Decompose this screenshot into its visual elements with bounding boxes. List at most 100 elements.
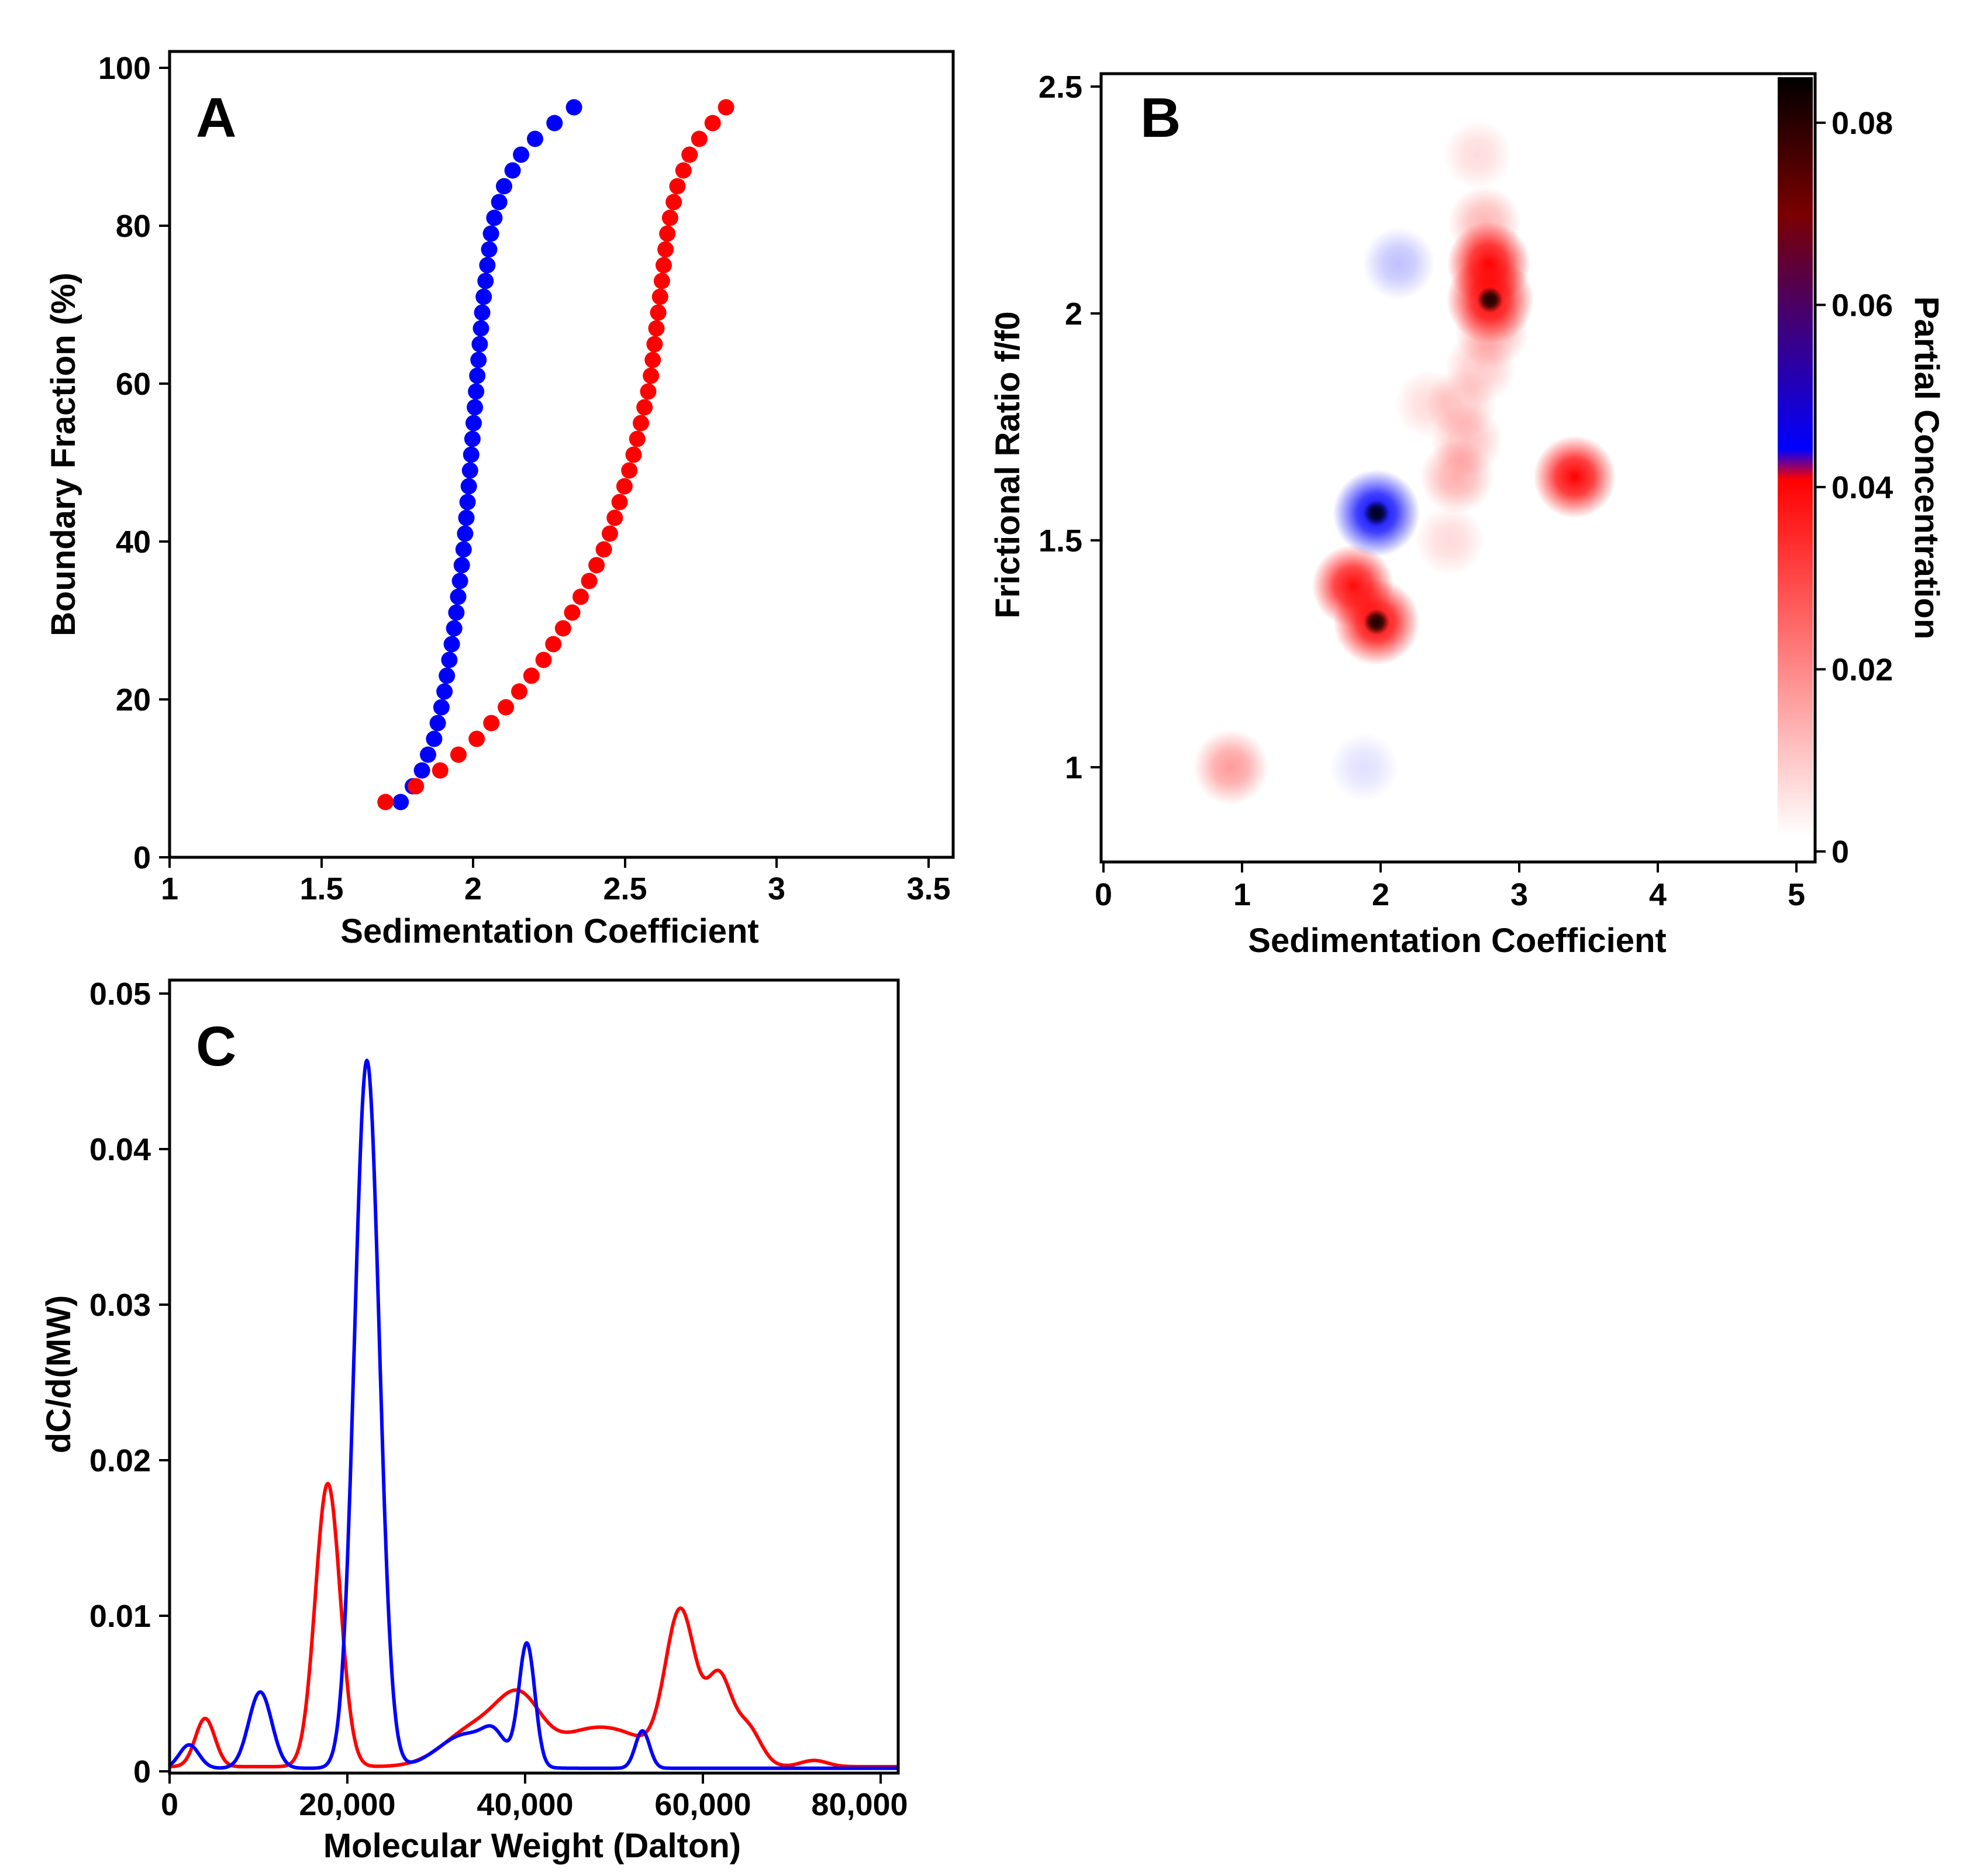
panel-c-ytick-label: 0.01	[89, 1599, 151, 1634]
panel-a-ytick-label: 80	[116, 209, 151, 244]
panel-b-spot-core	[1363, 500, 1389, 526]
panel-a-point-blue	[469, 367, 486, 384]
panel-a-point-red	[669, 178, 686, 195]
panel-c-xtick-label: 0	[161, 1787, 178, 1822]
panel-a-point-blue	[468, 383, 485, 400]
panel-b-colorbar-tick-label: 0	[1831, 834, 1849, 870]
panel-c-xtick-label: 40,000	[477, 1787, 573, 1822]
panel-a-point-red	[595, 541, 612, 558]
panel-a-xtick-label: 3	[768, 871, 785, 906]
panel-a-point-red	[718, 99, 734, 116]
panel-a-point-red	[651, 288, 668, 305]
panel-a-point-blue	[413, 762, 430, 779]
panel-a-ylabel: Boundary Fraction (%)	[44, 273, 82, 636]
panel-b-colorbar-tick-label: 0.02	[1831, 653, 1893, 688]
panel-a-point-red	[691, 130, 708, 147]
panel-b-spot-red	[1415, 505, 1485, 575]
panel-a-point-red	[535, 651, 552, 668]
panel-a-point-red	[661, 209, 678, 226]
panel-b-xlabel: Sedimentation Coefficient	[1248, 922, 1666, 960]
panel-a-point-red	[657, 241, 674, 258]
panel-b-spot-red	[1443, 120, 1513, 189]
panel-a-point-red	[704, 115, 721, 132]
panel-a-point-blue	[470, 351, 487, 368]
panel-b-ytick-label: 2.5	[1039, 70, 1082, 105]
panel-c-ylabel: dC/d(MW)	[40, 1295, 78, 1454]
panel-b-yticks: 1 1.5 2 2.5	[1039, 70, 1101, 785]
panel-a-point-red	[656, 257, 672, 274]
panel-a-point-red	[681, 146, 698, 163]
panel-a-point-blue	[446, 620, 463, 637]
panel-a-point-red	[625, 446, 642, 463]
panel-a-point-blue	[459, 494, 476, 511]
panel-c-frame	[168, 978, 900, 1775]
panel-a-point-red	[636, 399, 653, 416]
panel-b-xtick-label: 1	[1233, 877, 1251, 912]
panel-a-marks	[377, 99, 734, 811]
panel-b-xticks: 0 1 2 3 4 5	[1095, 862, 1805, 912]
panel-a-point-blue	[457, 525, 474, 542]
panel-a-ytick-label: 100	[98, 51, 151, 86]
panel-a-point-red	[659, 225, 676, 242]
panel-b-colorbar-ticks: 0 0.02 0.04 0.06 0.08	[1815, 106, 1893, 870]
panel-a-point-blue	[433, 699, 450, 716]
panel-a-point-red	[511, 683, 527, 700]
panel-a-point-red	[432, 762, 449, 779]
panel-a-point-red	[640, 383, 657, 400]
panel-c-ytick-label: 0.05	[89, 977, 151, 1012]
panel-a-point-blue	[463, 446, 480, 463]
panel-a-point-red	[653, 273, 670, 289]
panel-a-point-blue	[429, 715, 446, 732]
panel-a-point-red	[468, 730, 485, 747]
panel-a-xtick-label: 3.5	[906, 871, 950, 906]
panel-b-xtick-label: 2	[1372, 877, 1389, 912]
panel-a-point-red	[498, 699, 515, 716]
panel-a-point-red	[377, 794, 394, 811]
panel-a-point-blue	[513, 146, 530, 163]
panel-b-xtick-label: 4	[1649, 877, 1667, 912]
panel-a-xlabel: Sedimentation Coefficient	[340, 912, 758, 950]
panel-b-ytick-label: 1.5	[1039, 523, 1082, 558]
panel-a-point-blue	[565, 99, 582, 116]
panel-a-point-blue	[546, 115, 563, 132]
panel-a-point-red	[611, 494, 628, 511]
panel-b-spots	[1193, 120, 1616, 805]
panel-a-point-blue	[455, 541, 472, 558]
panel-a-point-blue	[479, 257, 496, 274]
panel-a-point-blue	[458, 509, 475, 526]
panel-c-ytick-label: 0	[133, 1754, 151, 1789]
panel-c-xtick-label: 80,000	[811, 1787, 908, 1822]
panel-b-spot-core	[1363, 609, 1389, 635]
panel-a-point-red	[629, 430, 646, 447]
panel-a-point-red	[648, 320, 665, 337]
panel-a-point-blue	[491, 194, 508, 211]
panel-b-label: B	[1140, 87, 1181, 149]
panel-b-spot-blue	[1329, 733, 1399, 802]
panel-c-xtick-label: 20,000	[299, 1787, 395, 1822]
panel-a-point-blue	[441, 651, 458, 668]
panel-a-point-red	[644, 351, 661, 368]
panel-a-point-blue	[472, 320, 489, 337]
panel-a-xticks: 1 1.5 2 2.5 3 3.5	[161, 857, 951, 906]
panel-a: 1 1.5 2 2.5 3 3.5 0 20 40 60 80 100 Sedi…	[44, 50, 955, 950]
panel-c-line-blue	[168, 1058, 899, 1770]
panel-b-spot-blue	[1362, 227, 1435, 300]
panel-b-spot-red	[1420, 440, 1494, 514]
panel-a-point-blue	[460, 478, 477, 495]
panel-a-point-blue	[450, 588, 467, 605]
panel-b-spot-red	[1533, 435, 1616, 519]
panel-a-point-blue	[504, 162, 521, 179]
panel-c-lines	[168, 1058, 899, 1770]
panel-b-spot-red	[1193, 729, 1269, 805]
panel-b-frame	[1099, 72, 1817, 864]
panel-b-xtick-label: 0	[1095, 877, 1112, 912]
panel-a-point-blue	[436, 683, 453, 700]
panel-a-point-red	[581, 573, 598, 589]
panel-a-xtick-label: 2	[464, 871, 482, 906]
panel-c-xtick-label: 60,000	[654, 1787, 751, 1822]
panel-a-point-red	[646, 336, 663, 353]
panel-a-point-red	[633, 415, 649, 432]
panel-c-xlabel: Molecular Weight (Dalton)	[323, 1827, 741, 1865]
panel-a-point-blue	[481, 241, 498, 258]
